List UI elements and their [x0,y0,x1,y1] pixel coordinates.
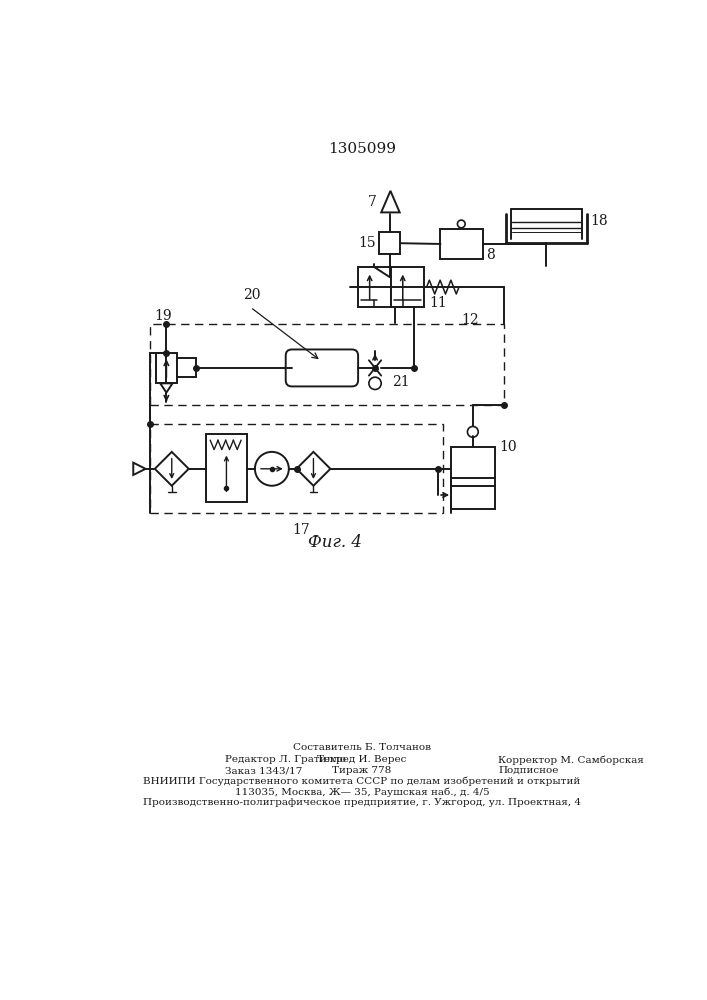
Text: 113035, Москва, Ж— 35, Раушская наб., д. 4/5: 113035, Москва, Ж— 35, Раушская наб., д.… [235,788,489,797]
Polygon shape [155,452,189,486]
Text: 11: 11 [429,296,447,310]
Text: 21: 21 [392,375,409,389]
Text: Составитель Б. Толчанов: Составитель Б. Толчанов [293,743,431,752]
Text: 12: 12 [461,313,479,327]
Text: 18: 18 [590,214,608,228]
Circle shape [457,220,465,228]
Polygon shape [296,452,330,486]
Text: 15: 15 [358,236,376,250]
Polygon shape [160,383,173,393]
Text: Заказ 1343/17: Заказ 1343/17 [225,766,303,775]
Circle shape [467,426,478,437]
Bar [206,434,247,502]
Text: 8: 8 [486,248,495,262]
Text: Тираж 778: Тираж 778 [332,766,392,775]
Polygon shape [381,191,399,212]
Text: 1305099: 1305099 [328,142,396,156]
Text: 7: 7 [368,195,377,209]
Text: Производственно-полиграфическое предприятие, г. Ужгород, ул. Проектная, 4: Производственно-полиграфическое предприя… [143,798,581,807]
Bar [150,424,443,513]
Polygon shape [133,463,146,475]
Bar [177,358,197,377]
Bar [358,267,391,307]
Text: 19: 19 [154,309,172,323]
Text: Корректор М. Самборская: Корректор М. Самборская [498,755,644,765]
Text: 10: 10 [499,440,517,454]
Bar [440,229,483,259]
Text: 20: 20 [243,288,260,302]
Text: Редактор Л. Гратилло: Редактор Л. Гратилло [225,755,346,764]
Text: 17: 17 [293,523,310,537]
Bar [450,447,495,509]
Bar [156,353,177,383]
Bar [391,267,424,307]
Text: Фиг. 4: Фиг. 4 [308,534,362,551]
FancyBboxPatch shape [286,349,358,386]
Circle shape [369,377,381,389]
Circle shape [255,452,288,486]
Text: ВНИИПИ Государственного комитета СССР по делам изобретений и открытий: ВНИИПИ Государственного комитета СССР по… [144,777,580,786]
Text: Подписное: Подписное [498,766,559,775]
Bar [379,232,400,254]
Text: Техред И. Верес: Техред И. Верес [317,755,407,764]
Bar [150,324,504,405]
